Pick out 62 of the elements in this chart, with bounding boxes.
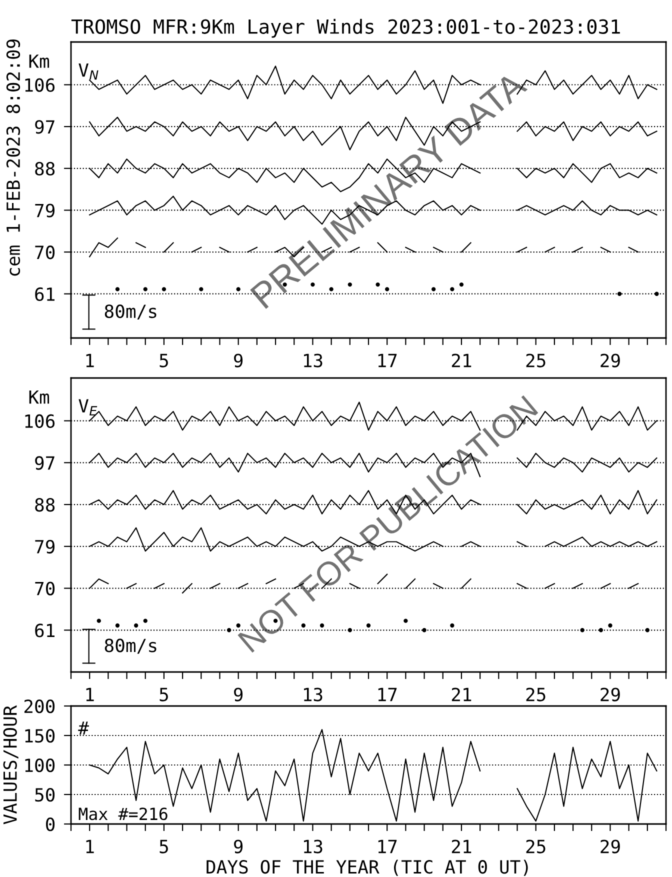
annotation: 80m/s bbox=[104, 638, 156, 654]
x-tick-label: 17 bbox=[378, 688, 397, 702]
y-axis-title: VALUES/HOUR bbox=[3, 705, 18, 824]
x-axis-title: DAYS OF THE YEAR (TIC AT 0 UT) bbox=[206, 860, 528, 876]
annotation: 80m/s bbox=[104, 304, 156, 320]
x-tick-label: 25 bbox=[526, 688, 546, 702]
annotation: Max #=216 bbox=[78, 808, 168, 820]
y-tick-label: 150 bbox=[25, 729, 55, 743]
x-tick-label: 29 bbox=[600, 840, 620, 854]
x-tick-label: 25 bbox=[526, 354, 546, 368]
point bbox=[115, 287, 120, 292]
point bbox=[450, 287, 454, 292]
y-tick-label: 88 bbox=[35, 498, 55, 512]
y-tick-label: 70 bbox=[35, 582, 55, 596]
annotation: # bbox=[78, 722, 89, 735]
x-tick-label: 5 bbox=[160, 688, 168, 702]
x-tick-label: 17 bbox=[378, 354, 397, 368]
point bbox=[654, 292, 659, 296]
x-tick-label: 21 bbox=[452, 354, 472, 368]
x-tick-label: 21 bbox=[452, 840, 472, 854]
y-tick-label: 88 bbox=[35, 162, 55, 176]
y-tick-label: 0 bbox=[46, 818, 55, 832]
annotation: V$_{N}$ bbox=[78, 63, 98, 80]
point bbox=[236, 287, 240, 292]
chart-title: TROMSO MFR:9Km Layer Winds 2023:001-to-2023:031 bbox=[71, 18, 620, 38]
y-tick-label: 61 bbox=[35, 624, 54, 638]
y-tick-label: 200 bbox=[24, 700, 55, 714]
x-tick-label: 9 bbox=[234, 840, 243, 854]
y-tick-label: 106 bbox=[25, 78, 55, 92]
y-tick-label: 100 bbox=[25, 758, 55, 772]
x-tick-label: 21 bbox=[452, 688, 472, 702]
x-tick-label: 25 bbox=[526, 840, 546, 854]
x-tick-label: 5 bbox=[160, 840, 168, 854]
y-axis-title: Km bbox=[29, 390, 50, 404]
x-tick-label: 9 bbox=[234, 688, 243, 702]
x-tick-label: 17 bbox=[378, 840, 397, 854]
point bbox=[162, 287, 166, 292]
x-tick-label: 13 bbox=[304, 688, 322, 702]
x-tick-label: 29 bbox=[600, 688, 620, 702]
y-tick-label: 70 bbox=[35, 246, 55, 260]
y-tick-label: 106 bbox=[25, 414, 55, 428]
y-axis-title: Km bbox=[29, 54, 50, 68]
x-tick-label: 1 bbox=[86, 688, 94, 702]
y-tick-label: 61 bbox=[35, 287, 54, 302]
point bbox=[199, 287, 204, 292]
y-tick-label: 79 bbox=[35, 540, 54, 554]
y-tick-label: 79 bbox=[35, 204, 54, 218]
y-tick-label: 97 bbox=[35, 456, 54, 470]
annotation: V$_{E}$ bbox=[78, 399, 98, 416]
x-tick-label: 13 bbox=[304, 840, 322, 854]
x-tick-label: 1 bbox=[86, 354, 94, 368]
y-tick-label: 50 bbox=[35, 788, 55, 802]
point bbox=[617, 292, 622, 296]
y-tick-label: 97 bbox=[35, 120, 54, 134]
point bbox=[459, 282, 464, 287]
x-tick-label: 13 bbox=[304, 354, 322, 368]
text: cem 1-FEB-2023 8:02:09 bbox=[6, 40, 20, 276]
x-tick-label: 29 bbox=[600, 354, 620, 368]
x-tick-label: 5 bbox=[160, 354, 168, 368]
point bbox=[143, 287, 148, 292]
x-tick-label: 1 bbox=[86, 840, 94, 854]
x-tick-label: 9 bbox=[234, 354, 243, 368]
